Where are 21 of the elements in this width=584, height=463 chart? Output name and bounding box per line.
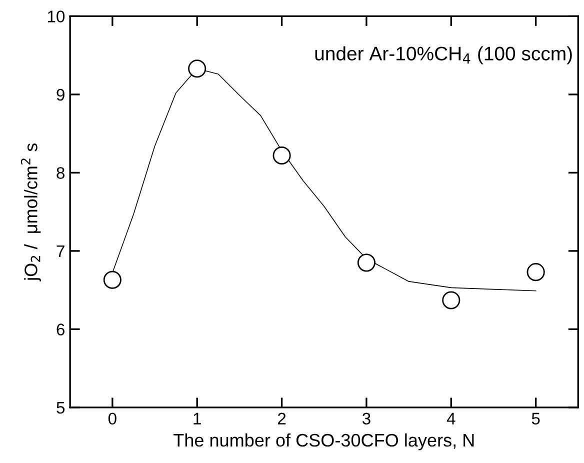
point xyxy=(357,254,376,272)
annotation: under Ar-10%CH$_{4}$ (100 sccm) xyxy=(315,46,572,64)
y-tick-label: 7 xyxy=(56,246,64,257)
y-tick-label: 9 xyxy=(56,88,64,101)
y-axis-title: jO$_{2}$ / μmol/cm$^{2}$ s xyxy=(20,143,41,282)
x-tick-label: 4 xyxy=(446,412,456,424)
y-tick-label: 8 xyxy=(56,167,64,179)
x-tick-label: 2 xyxy=(278,412,286,424)
point xyxy=(272,146,291,165)
point xyxy=(188,60,206,78)
x-tick-label: 0 xyxy=(108,412,116,425)
x-tick-label: 5 xyxy=(532,412,540,425)
point xyxy=(103,270,122,289)
x-axis-title: The number of CSO-30CFO layers, N xyxy=(174,433,474,450)
y-tick-label: 10 xyxy=(48,10,65,22)
y-tick-label: 6 xyxy=(56,324,64,336)
point xyxy=(526,263,545,282)
point xyxy=(442,291,460,310)
x-tick-label: 1 xyxy=(194,412,201,424)
y-tick-label: 5 xyxy=(56,402,65,414)
x-tick-label: 3 xyxy=(362,412,370,425)
